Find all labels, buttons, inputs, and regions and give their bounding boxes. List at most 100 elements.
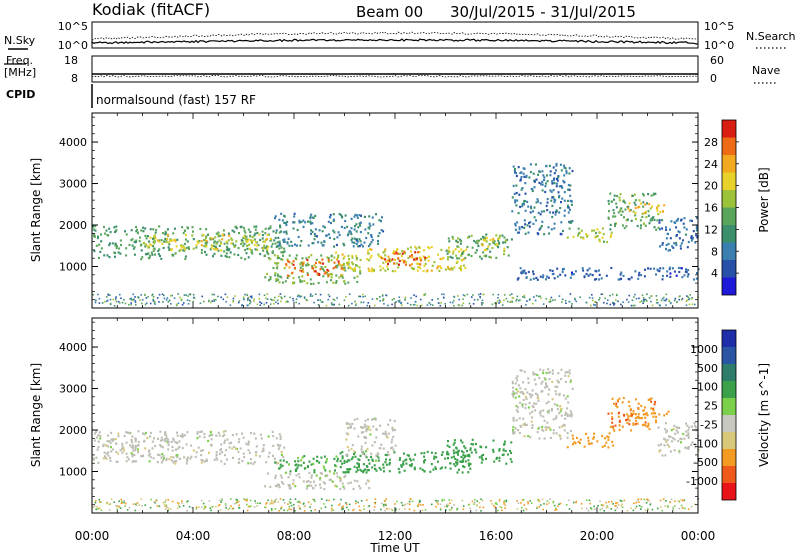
velocity-y-axis: 1000 2000 3000 4000 [59, 318, 699, 514]
freq-strip-frame [91, 55, 699, 83]
power-colorbar-segment [722, 225, 736, 243]
power-region-6 [380, 250, 427, 267]
velocity-colorbar-tick: -500 [693, 456, 718, 469]
x-tick-label: 12:00 [378, 529, 413, 543]
power-y-tick-label: 4000 [59, 136, 87, 149]
power-colorbar-tick: 24 [704, 158, 718, 171]
velocity-region-4 [345, 417, 397, 457]
power-colorbar-tick: 16 [704, 202, 718, 215]
velocity-colorbar-segment [722, 466, 736, 483]
velocity-colorbar-tick: -25 [700, 418, 718, 431]
power-colorbar-segment [722, 155, 736, 173]
freq-unit-label: [MHz] [4, 66, 36, 79]
freq-tick-bottom: 8 [71, 72, 78, 85]
velocity-region-10 [657, 422, 700, 457]
velocity-colorbar-segment [722, 432, 736, 449]
velocity-colorbar-segment [722, 381, 736, 398]
power-region-14 [516, 266, 700, 281]
power-y-tick-3000: 3000 [59, 178, 698, 191]
beam-label: Beam 00 [356, 3, 423, 21]
velocity-region-0 [92, 430, 286, 465]
velocity-y-tick-4000: 4000 [59, 341, 698, 354]
x-tick-label: 20:00 [580, 529, 615, 543]
velocity-panel-frame [91, 317, 699, 514]
power-region-8 [481, 234, 507, 253]
velocity-colorbar: 1000 500 100 25 -25 -100 -500 -1000 [686, 329, 737, 501]
velocity-near-range-noise [92, 498, 699, 512]
velocity-colorbar-tick: 1000 [690, 343, 718, 356]
x-tick-label: 16:00 [479, 529, 514, 543]
power-y-tick-label: 3000 [59, 178, 87, 191]
power-colorbar-segment [722, 172, 736, 190]
power-heatmap [92, 162, 700, 307]
nsearch-label: N.Search [746, 30, 796, 43]
station-title: Kodiak (fitACF) [92, 0, 210, 19]
power-region-12 [627, 202, 666, 215]
power-region-7 [445, 233, 513, 260]
power-region-3 [285, 258, 345, 277]
power-y-label: Slant Range [km] [29, 158, 43, 262]
power-y-tick-4000: 4000 [59, 136, 698, 149]
power-region-4 [274, 212, 385, 248]
velocity-y-tick-1000: 1000 [59, 466, 698, 479]
nsky-trace [91, 31, 699, 45]
power-colorbar-tick: 8 [711, 245, 718, 258]
velocity-y-label: Slant Range [km] [29, 363, 43, 467]
velocity-y-tick-label: 2000 [59, 424, 87, 437]
velocity-colorbar-segment [722, 415, 736, 432]
power-region-10 [566, 227, 613, 244]
power-colorbar-segment [722, 190, 736, 208]
velocity-y-tick-label: 1000 [59, 466, 87, 479]
velocity-y-tick-label: 4000 [59, 341, 87, 354]
time-x-axis: 00:00 04:00 08:00 12:00 16:00 20:00 00:00 [75, 529, 716, 543]
power-y-tick-1000: 1000 [59, 261, 698, 274]
power-colorbar-segment [722, 277, 736, 295]
date-range: 30/Jul/2015 - 31/Jul/2015 [450, 3, 636, 21]
velocity-colorbar-segment [722, 449, 736, 466]
velocity-region-9 [627, 409, 670, 420]
power-colorbar-tick: 20 [704, 180, 718, 193]
nsky-tick-top: 10^5 [58, 20, 88, 33]
power-y-tick-label: 2000 [59, 219, 87, 232]
nsky-label: N.Sky [4, 34, 36, 47]
power-near-range-noise [92, 293, 699, 307]
nsearch-tick-top: 10^5 [704, 20, 734, 33]
velocity-colorbar-tick: -100 [693, 437, 718, 450]
freq-tick-top: 18 [64, 54, 78, 67]
velocity-region-6 [511, 368, 574, 440]
power-region-9 [511, 162, 574, 236]
velocity-region-5 [446, 438, 513, 466]
power-region-11 [607, 192, 660, 231]
power-colorbar-tick: 12 [704, 223, 718, 236]
power-region-13 [658, 216, 699, 252]
power-colorbar-segment [722, 207, 736, 225]
x-tick-label: 04:00 [176, 529, 211, 543]
velocity-colorbar-segment [722, 347, 736, 364]
velocity-colorbar-tick: -1000 [686, 475, 718, 488]
power-y-tick-label: 1000 [59, 261, 87, 274]
nsky-strip-frame [91, 21, 699, 49]
nave-tick-top: 60 [710, 54, 724, 67]
velocity-region-2 [274, 454, 382, 474]
cpid-label: CPID [6, 88, 35, 101]
nsearch-tick-bottom: 10^0 [704, 39, 734, 52]
velocity-y-tick-3000: 3000 [59, 383, 698, 396]
power-colorbar: 4 8 12 16 20 24 28 [704, 119, 739, 296]
velocity-region-7 [566, 432, 615, 449]
velocity-colorbar-segment [722, 364, 736, 381]
velocity-colorbar-segment [722, 398, 736, 415]
x-tick-label: 08:00 [277, 529, 312, 543]
power-colorbar-tick: 28 [704, 136, 718, 149]
velocity-colorbar-tick: 100 [697, 381, 718, 394]
power-colorbar-label: Power [dB] [757, 167, 771, 232]
velocity-colorbar-tick: 25 [704, 400, 718, 413]
power-region-2 [264, 254, 362, 285]
velocity-heatmap [92, 368, 700, 512]
power-colorbar-segment [722, 260, 736, 278]
nave-tick-bottom: 0 [710, 72, 717, 85]
cpid-text: normalsound (fast) 157 RF [96, 93, 256, 107]
power-colorbar-tick: 4 [711, 267, 718, 280]
velocity-region-1 [264, 471, 371, 491]
velocity-y-tick-label: 3000 [59, 383, 87, 396]
